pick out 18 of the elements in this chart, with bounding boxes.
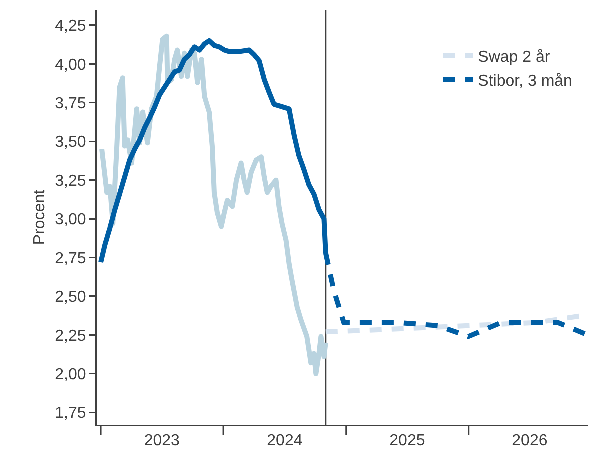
y-tick-label: 4,25 [55, 18, 86, 36]
x-tick-label: 2024 [267, 432, 303, 450]
y-tick-label: 2,75 [55, 250, 86, 268]
y-tick-label: 3,25 [55, 172, 86, 190]
legend-label: Stibor, 3 mån [478, 72, 572, 90]
y-tick-label: 3,75 [55, 96, 86, 113]
x-tick-label: 2025 [390, 432, 426, 450]
y-axis-title: Procent [31, 189, 48, 246]
x-tick-label: 2026 [512, 432, 548, 450]
y-tick-label: 1,75 [55, 405, 86, 422]
x-tick-label: 2023 [144, 432, 180, 450]
legend-label: Swap 2 år [478, 49, 551, 66]
y-tick-label: 3,50 [55, 134, 86, 152]
y-tick-label: 2,25 [55, 328, 86, 345]
y-tick-label: 2,00 [55, 366, 86, 384]
y-tick-label: 2,50 [55, 289, 86, 306]
y-tick-label: 4,00 [55, 56, 86, 74]
y-tick-label: 3,00 [55, 212, 86, 229]
